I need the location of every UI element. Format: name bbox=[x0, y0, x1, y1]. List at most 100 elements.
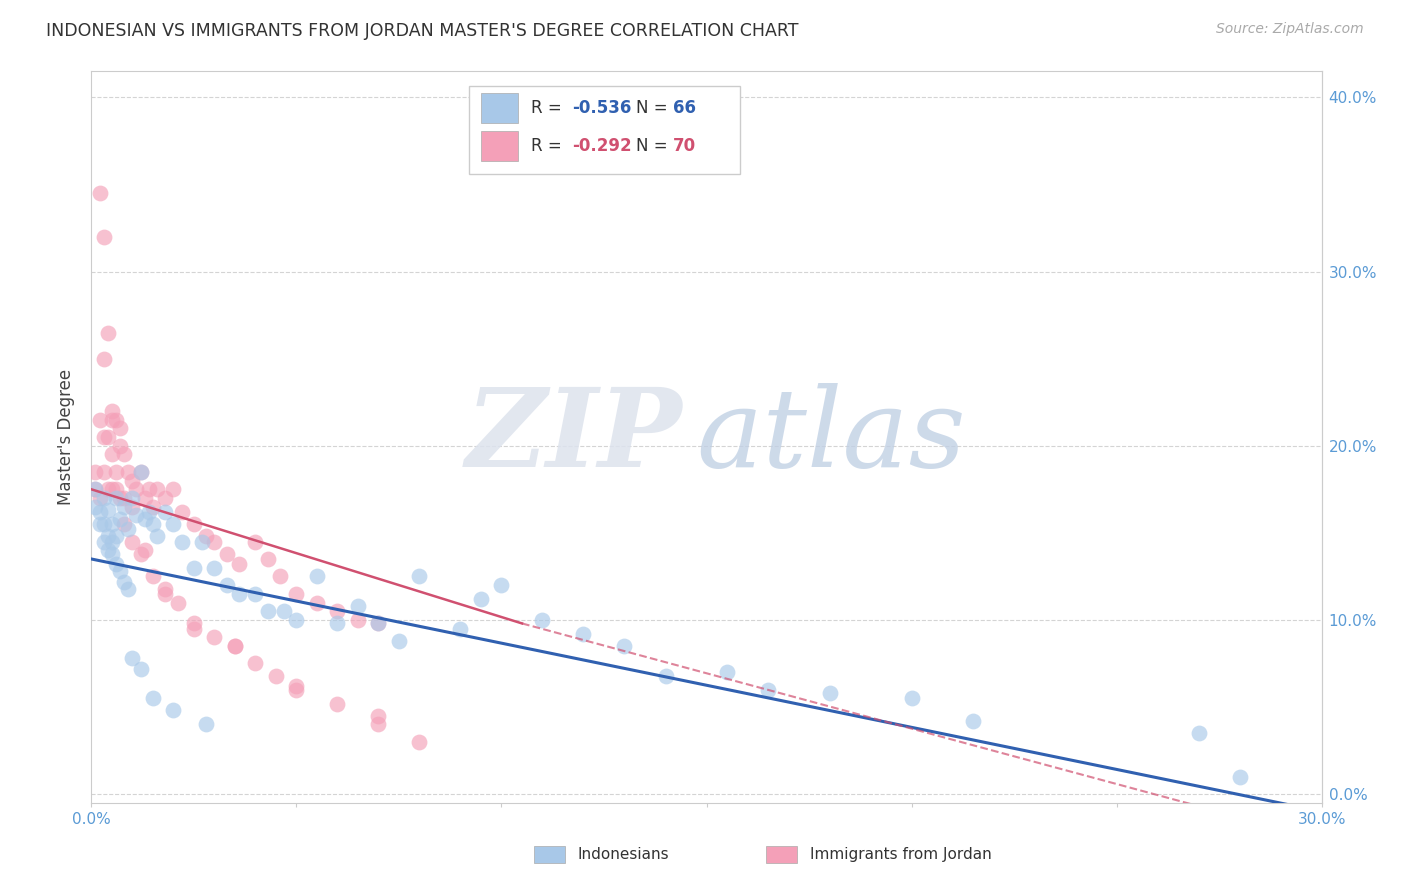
Point bbox=[112, 574, 135, 589]
Point bbox=[117, 582, 139, 596]
Point bbox=[202, 534, 225, 549]
FancyBboxPatch shape bbox=[481, 131, 519, 161]
Point bbox=[170, 534, 193, 549]
Point bbox=[129, 662, 152, 676]
Point bbox=[347, 613, 370, 627]
Text: Immigrants from Jordan: Immigrants from Jordan bbox=[810, 847, 991, 862]
Point bbox=[202, 631, 225, 645]
Point bbox=[97, 483, 120, 497]
Point bbox=[285, 682, 308, 697]
Point bbox=[367, 717, 389, 731]
Point bbox=[101, 448, 124, 462]
Point bbox=[142, 500, 165, 514]
Point bbox=[183, 560, 205, 574]
Point bbox=[112, 517, 135, 532]
Point bbox=[93, 430, 115, 444]
Point bbox=[388, 633, 411, 648]
Point bbox=[305, 569, 328, 583]
Text: Source: ZipAtlas.com: Source: ZipAtlas.com bbox=[1216, 22, 1364, 37]
Point bbox=[138, 483, 160, 497]
Point bbox=[105, 465, 127, 479]
Text: R =: R = bbox=[530, 137, 567, 155]
Point bbox=[97, 326, 120, 340]
Point bbox=[367, 708, 389, 723]
Point bbox=[470, 592, 492, 607]
Point bbox=[134, 491, 156, 505]
Point bbox=[146, 483, 169, 497]
Point bbox=[245, 657, 267, 671]
Point bbox=[125, 483, 148, 497]
Point bbox=[264, 668, 287, 682]
Point bbox=[108, 491, 131, 505]
Point bbox=[134, 512, 156, 526]
Point bbox=[285, 679, 308, 693]
Point bbox=[269, 569, 291, 583]
FancyBboxPatch shape bbox=[766, 846, 797, 863]
Point bbox=[105, 558, 127, 572]
Point bbox=[121, 474, 143, 488]
Point bbox=[367, 616, 389, 631]
Point bbox=[101, 517, 124, 532]
Point bbox=[89, 517, 111, 532]
Point bbox=[125, 508, 148, 523]
Point bbox=[153, 582, 177, 596]
Point bbox=[112, 448, 135, 462]
Point bbox=[716, 665, 738, 680]
Point bbox=[900, 691, 922, 706]
Point bbox=[228, 558, 250, 572]
Point bbox=[129, 465, 152, 479]
Point bbox=[129, 465, 152, 479]
Text: -0.536: -0.536 bbox=[572, 99, 631, 117]
Point bbox=[121, 534, 143, 549]
Point bbox=[129, 547, 152, 561]
Point bbox=[105, 491, 127, 505]
Point bbox=[117, 465, 139, 479]
Point bbox=[138, 505, 160, 519]
Text: INDONESIAN VS IMMIGRANTS FROM JORDAN MASTER'S DEGREE CORRELATION CHART: INDONESIAN VS IMMIGRANTS FROM JORDAN MAS… bbox=[46, 22, 799, 40]
Point bbox=[195, 529, 218, 543]
Point bbox=[224, 639, 246, 653]
Point bbox=[105, 529, 127, 543]
Point bbox=[408, 569, 430, 583]
Point bbox=[170, 505, 193, 519]
FancyBboxPatch shape bbox=[481, 94, 519, 122]
Point bbox=[108, 439, 131, 453]
Point bbox=[613, 639, 636, 653]
FancyBboxPatch shape bbox=[534, 846, 565, 863]
Point bbox=[101, 412, 124, 426]
Point bbox=[101, 404, 124, 418]
Point bbox=[105, 483, 127, 497]
Point bbox=[97, 543, 120, 558]
Y-axis label: Master's Degree: Master's Degree bbox=[58, 369, 76, 505]
Point bbox=[84, 500, 107, 514]
Point bbox=[245, 534, 267, 549]
Point bbox=[93, 534, 115, 549]
Point bbox=[202, 560, 225, 574]
Point bbox=[89, 491, 111, 505]
Point bbox=[195, 717, 218, 731]
Point bbox=[654, 668, 676, 682]
Point bbox=[305, 595, 328, 609]
Point bbox=[108, 512, 131, 526]
Point bbox=[112, 491, 135, 505]
Point bbox=[146, 529, 169, 543]
Point bbox=[84, 465, 107, 479]
Point bbox=[285, 613, 308, 627]
Text: R =: R = bbox=[530, 99, 567, 117]
Point bbox=[756, 682, 779, 697]
Point bbox=[228, 587, 250, 601]
Point bbox=[121, 491, 143, 505]
Point bbox=[89, 505, 111, 519]
Point bbox=[153, 587, 177, 601]
Point bbox=[108, 564, 131, 578]
Point bbox=[93, 229, 115, 244]
Point bbox=[215, 578, 238, 592]
Text: 66: 66 bbox=[673, 99, 696, 117]
Point bbox=[183, 616, 205, 631]
Point bbox=[1229, 770, 1251, 784]
Point bbox=[153, 505, 177, 519]
Text: -0.292: -0.292 bbox=[572, 137, 633, 155]
Point bbox=[818, 686, 841, 700]
Point bbox=[224, 639, 246, 653]
Point bbox=[245, 587, 267, 601]
